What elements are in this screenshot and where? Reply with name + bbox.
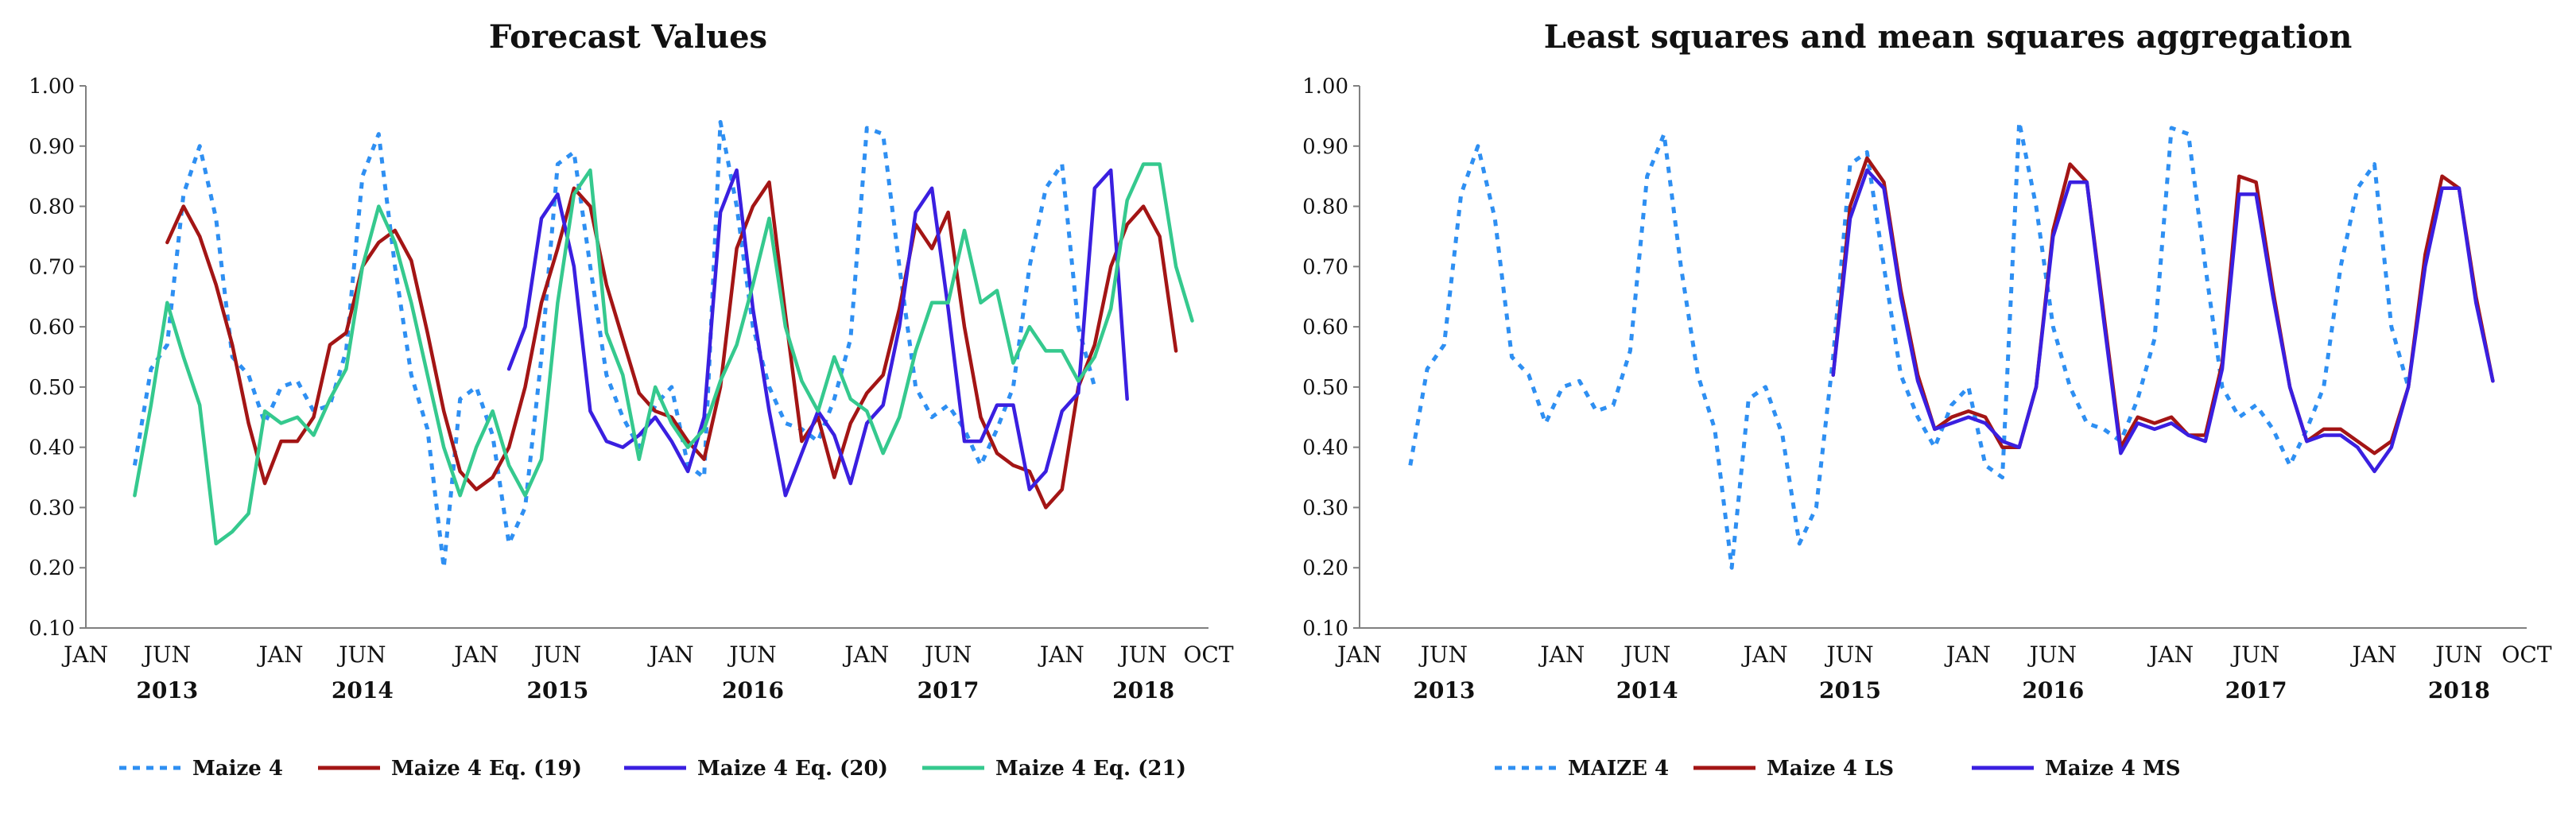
x-month-label: JAN (842, 642, 889, 668)
legend-label: MAIZE 4 (1568, 757, 1669, 781)
chart-2: Least squares and mean squares aggregati… (1302, 18, 2552, 781)
x-month-label: JAN (1538, 642, 1585, 668)
x-year-label: 2017 (918, 677, 980, 704)
y-tick-label: 0.70 (29, 255, 75, 279)
x-month-label: OCT (2501, 642, 2551, 668)
y-tick-label: 0.30 (29, 496, 75, 520)
x-year-label: 2013 (136, 677, 198, 704)
series-line-maize-4-ms (1831, 168, 2495, 474)
x-month-label: JAN (647, 642, 694, 668)
series-line-maize-4-eq-19 (165, 180, 1178, 510)
x-year-label: 2018 (1112, 677, 1174, 704)
x-month-label: JAN (257, 642, 304, 668)
y-tick-label: 0.40 (1302, 436, 1348, 460)
x-month-label: JUN (1418, 642, 1468, 668)
series-line-maize-4-eq-21 (133, 162, 1194, 546)
legend-label: Maize 4 (192, 757, 283, 781)
x-month-label: JUN (727, 642, 776, 668)
y-tick-label: 0.60 (1302, 316, 1348, 339)
x-month-label: JAN (1741, 642, 1788, 668)
series-line-maize-4-ls (1831, 156, 2495, 455)
y-tick-label: 0.60 (29, 316, 75, 339)
y-tick-label: 1.00 (1302, 75, 1348, 99)
x-year-label: 2014 (332, 677, 394, 704)
y-tick-label: 0.30 (1302, 496, 1348, 520)
y-tick-label: 0.10 (1302, 617, 1348, 641)
x-month-label: JAN (2147, 642, 2194, 668)
x-year-label: 2018 (2428, 677, 2490, 704)
x-month-label: JUN (336, 642, 386, 668)
y-tick-label: 0.40 (29, 436, 75, 460)
x-year-label: 2016 (722, 677, 784, 704)
series-line-maize-4 (132, 120, 1097, 570)
y-tick-label: 0.80 (1302, 196, 1348, 219)
x-year-label: 2014 (1616, 677, 1678, 704)
legend: Maize 4 Maize 4 Eq. (19) Maize 4 Eq. (20) M… (119, 757, 1186, 781)
legend-label: Maize 4 LS (1767, 757, 1894, 781)
x-month-label: JUN (1824, 642, 1873, 668)
chart-1: Forecast Values 0.10 0.20 0.30 0.40 0.50 0.60 0… (29, 18, 1234, 781)
x-year-label: 2017 (2225, 677, 2287, 704)
x-month-label: JAN (2350, 642, 2397, 668)
x-year-label: 2015 (1819, 677, 1881, 704)
x-month-label: JUN (1117, 642, 1166, 668)
x-month-label: JUN (1621, 642, 1670, 668)
x-month-label: JUN (922, 642, 972, 668)
x-month-label: JUN (142, 642, 191, 668)
x-month-label: JAN (1038, 642, 1084, 668)
series-line-maize-4 (1408, 120, 2411, 570)
y-tick-label: 0.20 (29, 556, 75, 580)
x-month-label: JUN (2433, 642, 2482, 668)
legend-label: Maize 4 Eq. (19) (391, 757, 582, 781)
legend-label: Maize 4 Eq. (21) (995, 757, 1186, 781)
chart-title: Least squares and mean squares aggregati… (1544, 18, 2353, 56)
x-month-label: JUN (2230, 642, 2279, 668)
y-tick-label: 0.90 (1302, 135, 1348, 159)
x-month-label: JUN (532, 642, 581, 668)
x-year-label: 2015 (526, 677, 588, 704)
x-month-label: JUN (2027, 642, 2077, 668)
x-month-label: JAN (1944, 642, 1991, 668)
y-tick-label: 0.80 (29, 196, 75, 219)
legend: MAIZE 4 Maize 4 LS Maize 4 MS (1495, 757, 2181, 781)
y-tick-label: 0.20 (1302, 556, 1348, 580)
y-tick-label: 0.90 (29, 135, 75, 159)
x-month-label: JAN (452, 642, 499, 668)
x-month-label: OCT (1183, 642, 1233, 668)
x-month-label: JAN (61, 642, 108, 668)
y-tick-label: 1.00 (29, 75, 75, 99)
chart-title: Forecast Values (489, 18, 767, 56)
x-year-label: 2013 (1413, 677, 1475, 704)
y-tick-label: 0.50 (29, 376, 75, 400)
legend-label: Maize 4 Eq. (20) (697, 757, 888, 781)
x-year-label: 2016 (2022, 677, 2084, 704)
y-tick-label: 0.10 (29, 617, 75, 641)
y-tick-label: 0.50 (1302, 376, 1348, 400)
x-month-label: JAN (1335, 642, 1382, 668)
y-tick-label: 0.70 (1302, 255, 1348, 279)
legend-label: Maize 4 MS (2045, 757, 2181, 781)
